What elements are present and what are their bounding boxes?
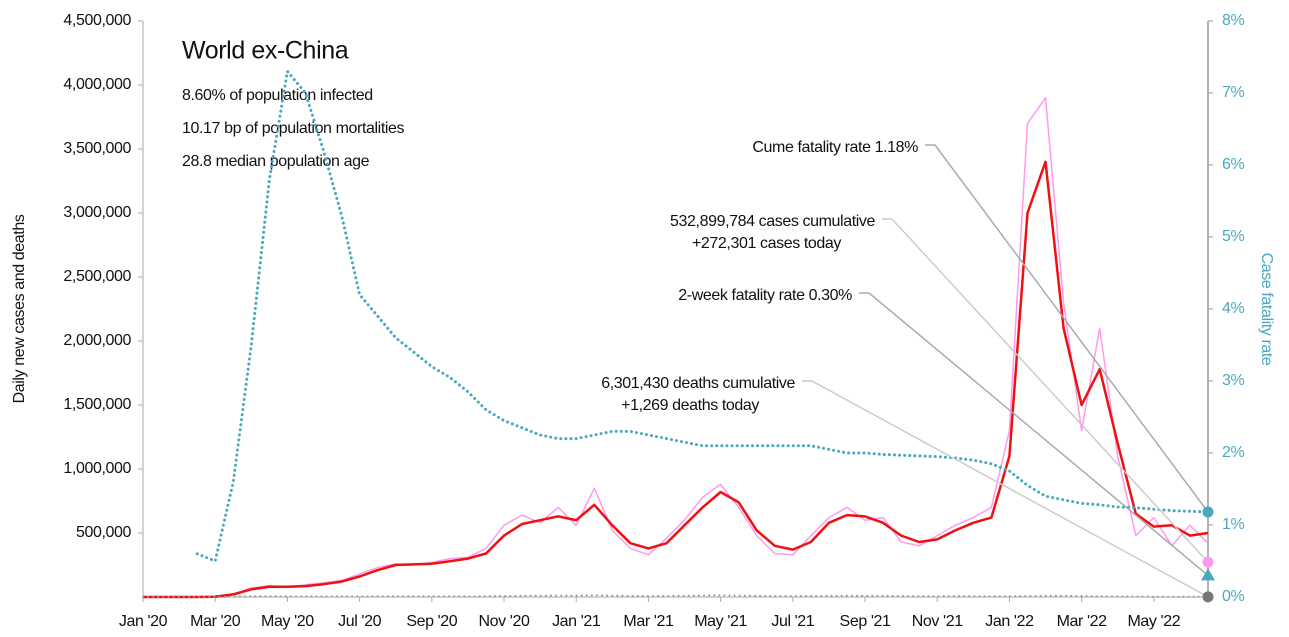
x-tick-label: Sep '20 xyxy=(406,613,457,630)
end-marker xyxy=(1201,568,1215,581)
y2-tick-label: 4% xyxy=(1222,300,1244,317)
y2-tick-label: 6% xyxy=(1222,156,1244,173)
y2-tick-label: 7% xyxy=(1222,84,1244,101)
x-tick-label: Mar '20 xyxy=(190,613,241,630)
annotation: +272,301 cases today xyxy=(692,235,841,252)
end-marker xyxy=(1202,556,1214,568)
x-tick-label: Nov '21 xyxy=(912,613,963,630)
info-title: World ex-China xyxy=(182,37,349,65)
end-marker xyxy=(1202,506,1214,518)
leader-line xyxy=(859,292,1209,576)
series-line xyxy=(143,97,1209,598)
y2-tick-label: 5% xyxy=(1222,228,1244,245)
x-tick-label: Jul '21 xyxy=(771,613,814,630)
y2-tick-label: 1% xyxy=(1222,516,1244,533)
y-tick-label: 4,000,000 xyxy=(63,76,131,93)
x-tick-label: Mar '21 xyxy=(623,613,674,630)
series-line xyxy=(143,160,1209,599)
series-line xyxy=(195,69,1210,563)
annotation: +1,269 deaths today xyxy=(621,397,759,414)
x-tick-label: May '22 xyxy=(1127,613,1180,630)
info-line: 28.8 median population age xyxy=(182,153,370,170)
y2-tick-label: 8% xyxy=(1222,12,1244,29)
x-tick-label: Nov '20 xyxy=(479,613,530,630)
y2-tick-label: 2% xyxy=(1222,444,1244,461)
y-tick-label: 3,500,000 xyxy=(63,140,131,157)
y-tick-label: 2,000,000 xyxy=(63,332,131,349)
x-tick-label: Jan '22 xyxy=(985,613,1034,630)
leader-line xyxy=(802,380,1209,598)
leader-line xyxy=(925,144,1209,513)
y-tick-label: 4,500,000 xyxy=(63,12,131,29)
x-tick-label: Sep '21 xyxy=(840,613,891,630)
x-tick-label: May '21 xyxy=(694,613,747,630)
annotation: 2-week fatality rate 0.30% xyxy=(678,287,852,304)
y-tick-label: 2,500,000 xyxy=(63,268,131,285)
annotation: Cume fatality rate 1.18% xyxy=(752,139,918,156)
x-tick-label: May '20 xyxy=(261,613,314,630)
leader-line xyxy=(882,218,1209,563)
end-marker xyxy=(1202,591,1214,603)
info-line: 10.17 bp of population mortalities xyxy=(182,120,405,137)
series-line xyxy=(142,594,1209,598)
y-tick-label: 3,000,000 xyxy=(63,204,131,221)
annotation: 532,899,784 cases cumulative xyxy=(670,213,875,230)
info-line: 8.60% of population infected xyxy=(182,87,373,104)
y-axis-label: Daily new cases and deaths xyxy=(11,214,28,403)
y2-tick-label: 0% xyxy=(1222,588,1244,605)
y2-tick-label: 3% xyxy=(1222,372,1244,389)
x-tick-label: Mar '22 xyxy=(1057,613,1108,630)
y-tick-label: 1,000,000 xyxy=(63,460,131,477)
y2-axis-label: Case fatality rate xyxy=(1258,253,1275,366)
y-tick-label: 500,000 xyxy=(76,524,132,541)
x-tick-label: Jan '20 xyxy=(119,613,168,630)
x-tick-label: Jan '21 xyxy=(552,613,601,630)
annotation: 6,301,430 deaths cumulative xyxy=(601,375,795,392)
x-tick-label: Jul '20 xyxy=(338,613,381,630)
y-tick-label: 1,500,000 xyxy=(63,396,131,413)
